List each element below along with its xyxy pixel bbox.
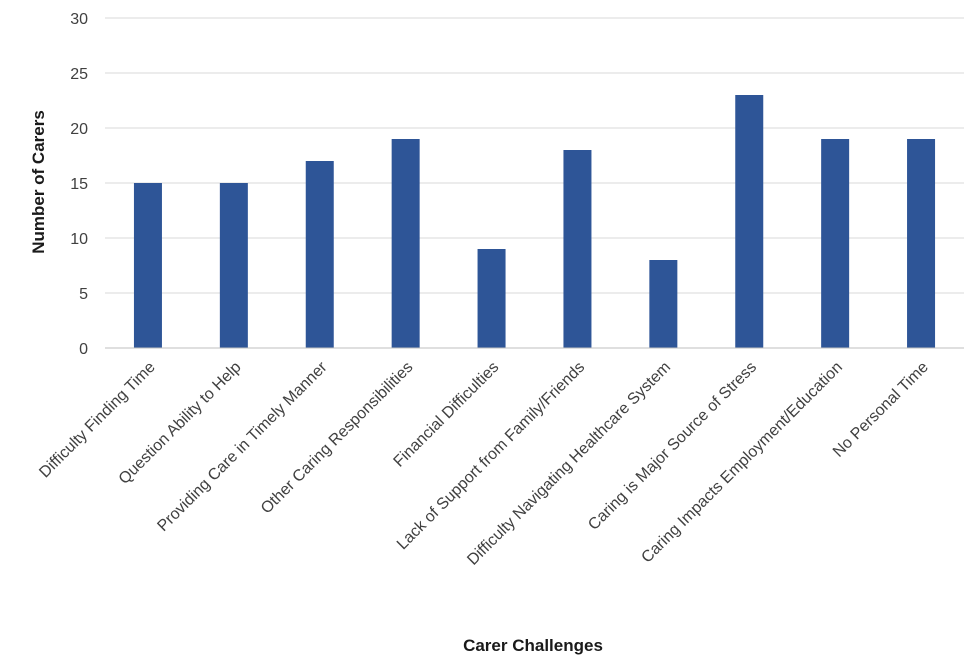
bar-7 bbox=[649, 260, 678, 348]
y-axis-ticks: 0 5 10 15 20 25 30 bbox=[70, 11, 88, 358]
bar-5 bbox=[477, 249, 506, 348]
x-category-label: Other Caring Responsibilities bbox=[258, 359, 417, 518]
x-axis-title: Carer Challenges bbox=[463, 636, 603, 655]
y-tick-label: 10 bbox=[70, 231, 88, 248]
bar-2 bbox=[219, 183, 248, 348]
bar-6 bbox=[563, 150, 592, 348]
y-tick-label: 25 bbox=[70, 66, 88, 83]
x-category-label: No Personal Time bbox=[830, 359, 932, 461]
x-category-label: Caring is Major Source of Stress bbox=[585, 359, 760, 534]
x-category-label: Lack of Support from Family/Friends bbox=[394, 359, 588, 553]
y-tick-label: 0 bbox=[79, 341, 88, 358]
y-axis-title: Number of Carers bbox=[29, 110, 48, 254]
bar-9 bbox=[821, 139, 850, 348]
bar-8 bbox=[735, 95, 764, 348]
x-category-label: Caring Impacts Employment/Education bbox=[638, 359, 846, 567]
y-tick-label: 30 bbox=[70, 11, 88, 28]
bar-4 bbox=[391, 139, 420, 348]
y-tick-label: 20 bbox=[70, 121, 88, 138]
bars bbox=[133, 95, 936, 348]
y-tick-label: 15 bbox=[70, 176, 88, 193]
x-category-label: Providing Care in Timely Manner bbox=[154, 358, 331, 535]
gridlines bbox=[105, 17, 964, 294]
bar-3 bbox=[305, 161, 334, 348]
bar-10 bbox=[907, 139, 936, 348]
y-tick-label: 5 bbox=[79, 286, 88, 303]
bar-1 bbox=[133, 183, 162, 348]
